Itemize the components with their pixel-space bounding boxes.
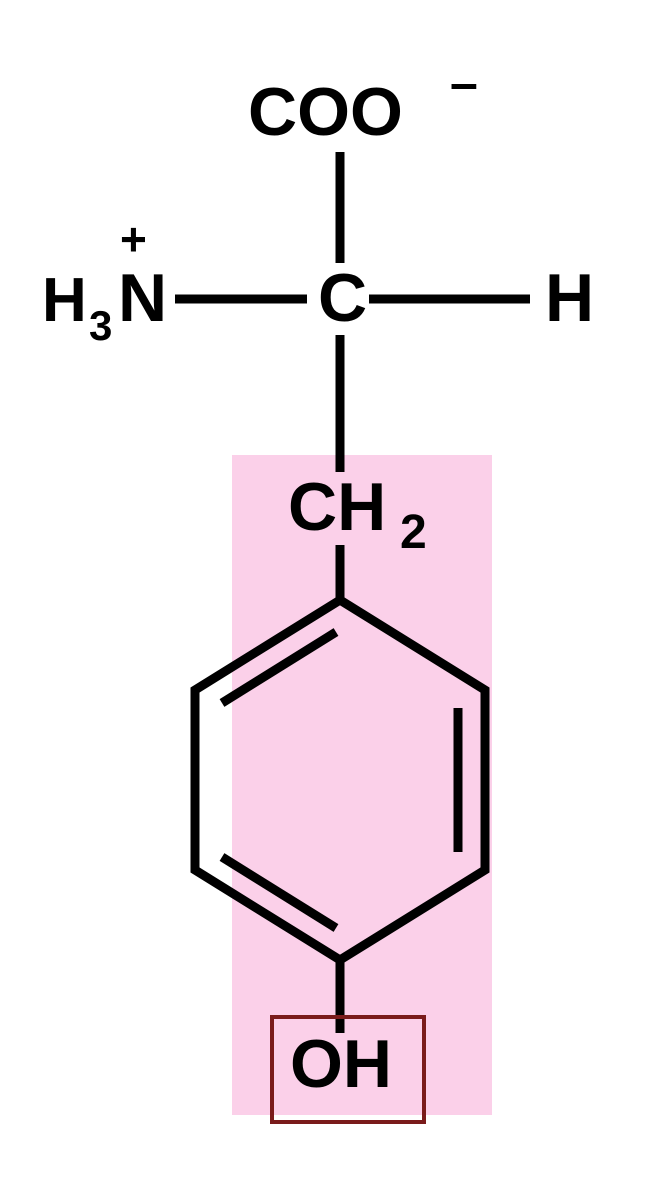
amino-charge: + bbox=[120, 213, 147, 265]
amino-h3-subscript: 3 bbox=[89, 302, 112, 349]
atom-ch2: CH bbox=[288, 469, 386, 545]
atom-amino-n: N bbox=[118, 260, 167, 336]
atom-oh: OH bbox=[290, 1026, 392, 1102]
molecule-diagram: COO–CH3N+HCH2OH bbox=[0, 0, 652, 1200]
carboxyl-charge: – bbox=[450, 55, 478, 111]
atom-carboxyl: COO bbox=[248, 74, 403, 150]
atom-amino-h3: H bbox=[42, 266, 87, 335]
atom-alpha-h: H bbox=[545, 260, 594, 336]
atom-alpha-c: C bbox=[318, 260, 367, 336]
ch2-subscript: 2 bbox=[400, 506, 427, 559]
